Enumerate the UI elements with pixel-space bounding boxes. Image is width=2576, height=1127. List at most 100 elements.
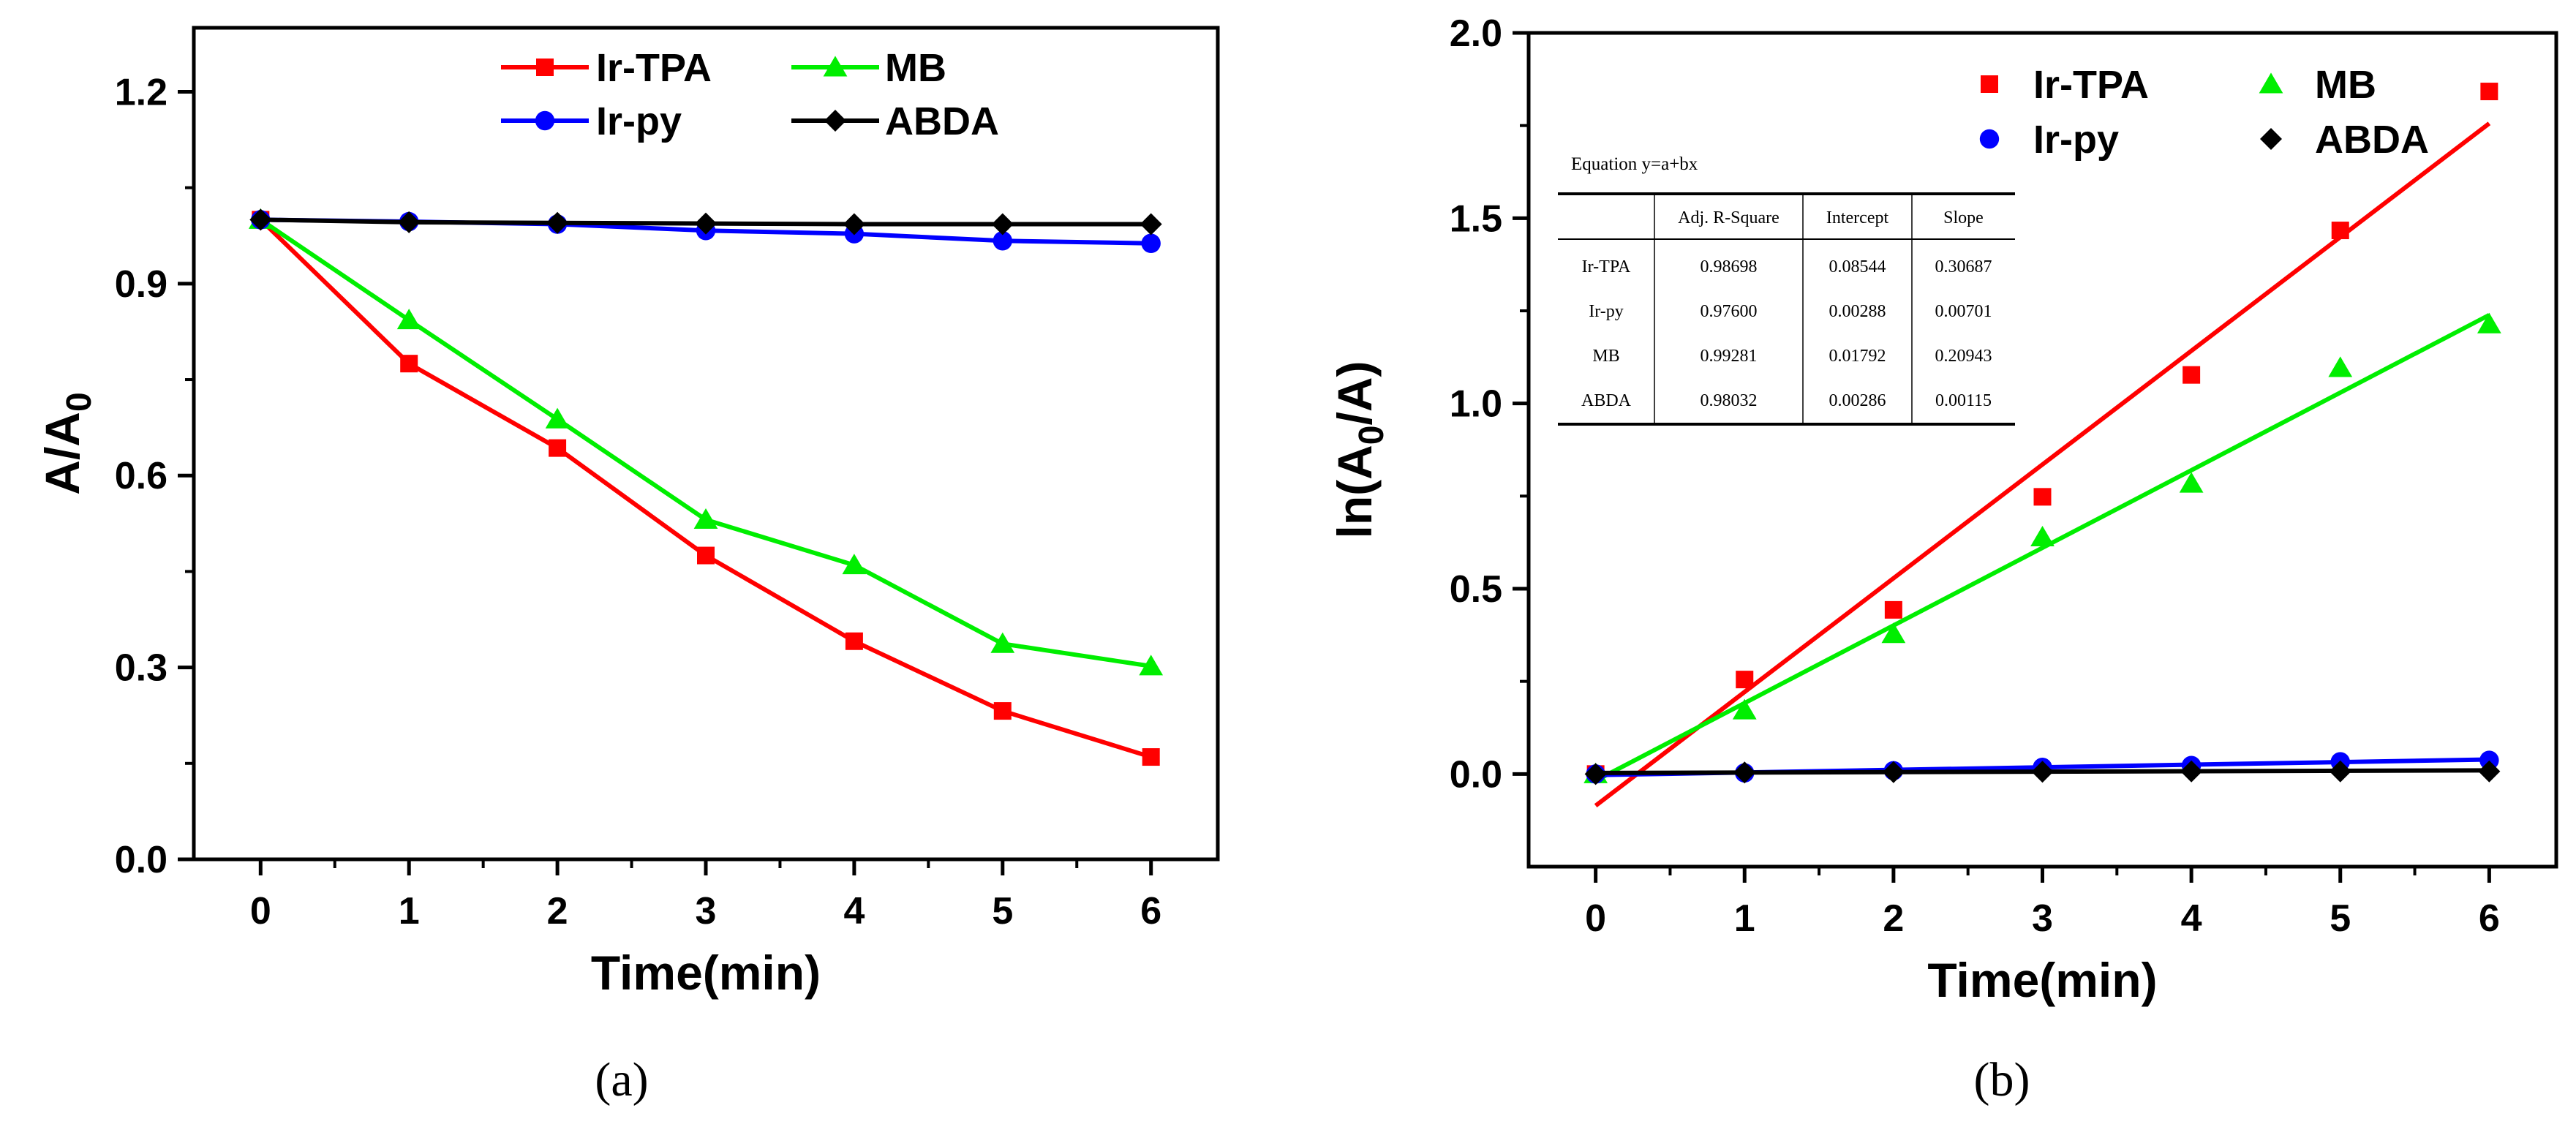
legend-marker-ir_tpa (536, 59, 554, 76)
table-cell: Ir-py (1589, 302, 1624, 321)
legend-label-abda: ABDA (2315, 118, 2429, 162)
x-tick-label: 6 (2479, 897, 2500, 940)
data-point-ir_tpa (2033, 488, 2052, 506)
y-tick-label: 2.0 (1450, 12, 1502, 55)
legend-marker-ir_py (535, 110, 555, 131)
data-point-ir_tpa (697, 546, 715, 565)
legend-marker-mb (823, 56, 848, 77)
legend-label-mb: MB (885, 46, 946, 90)
legend-marker-abda (2260, 128, 2282, 150)
y-tick-label: 1.5 (1450, 197, 1502, 240)
data-point-ir_tpa (400, 355, 418, 373)
data-point-ir_tpa (2331, 222, 2349, 240)
data-point-ir_py (1141, 233, 1161, 253)
y-axis-title-pre: ln(A (1327, 445, 1382, 538)
panel-a-chart: 0 1 2 3 4 5 60.00.30.60.91.2Time(min)A/A0(a)Ir… (35, 26, 1220, 1107)
data-point-abda (249, 208, 272, 231)
legend-label-abda: ABDA (885, 99, 999, 143)
table-cell: 0.01792 (1829, 347, 1886, 366)
y-tick-label: 1.2 (115, 71, 167, 113)
legend-marker-mb (2259, 72, 2283, 94)
series-abda (1584, 760, 2501, 785)
y-tick-label: 0.0 (115, 839, 167, 881)
data-point-mb (693, 508, 718, 529)
data-point-abda (991, 213, 1014, 235)
table-cell: MB (1592, 347, 1619, 366)
x-tick-label: 4 (843, 890, 865, 932)
x-tick-label: 1 (399, 890, 420, 932)
data-point-mb (842, 554, 867, 575)
x-tick-label: 2 (1883, 897, 1904, 940)
x-tick-label: 3 (696, 890, 717, 932)
y-axis-title-sub: 0 (60, 392, 99, 412)
series-ir_tpa (252, 211, 1160, 766)
table-cell: 0.00701 (1935, 302, 1992, 321)
data-point-abda (2031, 761, 2054, 783)
y-tick-label: 0.5 (1450, 568, 1502, 611)
data-point-ir_tpa (1884, 600, 1902, 619)
table-cell: 0.97600 (1701, 302, 1758, 321)
y-axis-title: ln(A0/A) (1327, 361, 1391, 539)
series-line-ir_tpa (259, 218, 1152, 759)
series-ir_tpa (1586, 83, 2498, 808)
data-point-mb (1139, 655, 1164, 676)
y-tick-label: 0.0 (1450, 753, 1502, 796)
table-cell: 0.99281 (1701, 347, 1758, 366)
table-cell: 0.00286 (1829, 391, 1886, 410)
table-cell: 0.30687 (1935, 257, 1992, 276)
series-mb (1583, 312, 2501, 783)
x-tick-label: 4 (2181, 897, 2202, 940)
x-tick-label: 5 (2330, 897, 2351, 940)
data-point-abda (398, 211, 421, 233)
panel-b-chart: 0 1 2 3 4 5 60.00.51.01.52.0Time(min)ln(A0/A)(… (1327, 12, 2558, 1107)
y-tick-label: 0.3 (115, 647, 167, 690)
fit-line-mb (1594, 313, 2490, 783)
data-point-abda (1882, 761, 1905, 783)
x-tick-label: 6 (1140, 890, 1161, 932)
table-cell: 0.20943 (1935, 347, 1992, 366)
x-tick-label: 1 (1734, 897, 1755, 940)
series-abda (249, 208, 1162, 235)
fit-parameter-table: Equation y=a+bx Adj. R-Square Intercept Slo… (1558, 154, 2015, 426)
legend-label-ir_tpa: Ir-TPA (596, 46, 712, 90)
data-point-mb (2328, 356, 2353, 377)
series-mb (248, 208, 1164, 676)
y-axis-title: A/A0 (35, 392, 99, 494)
table-cell: 0.98032 (1701, 391, 1758, 410)
table-cell: 0.08544 (1829, 257, 1886, 276)
data-point-mb (2179, 472, 2204, 493)
data-point-ir_tpa (845, 632, 863, 650)
data-point-mb (396, 309, 421, 330)
x-tick-label: 2 (547, 890, 568, 932)
y-tick-label: 1.0 (1450, 383, 1502, 426)
series-line-mb (259, 217, 1152, 668)
data-point-abda (695, 212, 717, 235)
fit-equation: Equation y=a+bx (1571, 154, 1698, 174)
data-point-ir_tpa (2183, 366, 2201, 384)
data-point-ir_py (993, 231, 1012, 251)
table-header-cell: Adj. R-Square (1678, 208, 1780, 227)
data-point-ir_tpa (2480, 83, 2498, 101)
x-axis-title: Time(min) (591, 946, 821, 1000)
data-point-ir_tpa (549, 439, 567, 457)
y-tick-label: 0.6 (115, 455, 167, 497)
data-point-ir_tpa (993, 702, 1012, 720)
y-axis-title-main: A/A (35, 412, 89, 495)
panel-label: (a) (595, 1053, 648, 1107)
y-axis-title-post: /A) (1327, 361, 1382, 426)
legend-label-ir_tpa: Ir-TPA (2033, 63, 2149, 107)
table-cell: ABDA (1581, 391, 1632, 410)
legend-marker-ir_py (1979, 129, 2000, 149)
data-point-ir_tpa (1736, 671, 1754, 689)
y-tick-label: 0.9 (115, 263, 167, 306)
data-point-abda (546, 211, 569, 234)
table-header-cell: Intercept (1826, 208, 1889, 227)
data-point-abda (843, 213, 865, 235)
data-point-mb (1732, 698, 1757, 720)
plot-frame (192, 26, 1220, 862)
data-point-mb (1881, 622, 1906, 644)
table-cell: 0.98698 (1701, 257, 1758, 276)
x-tick-label: 3 (2032, 897, 2053, 940)
data-point-abda (1584, 763, 1607, 785)
